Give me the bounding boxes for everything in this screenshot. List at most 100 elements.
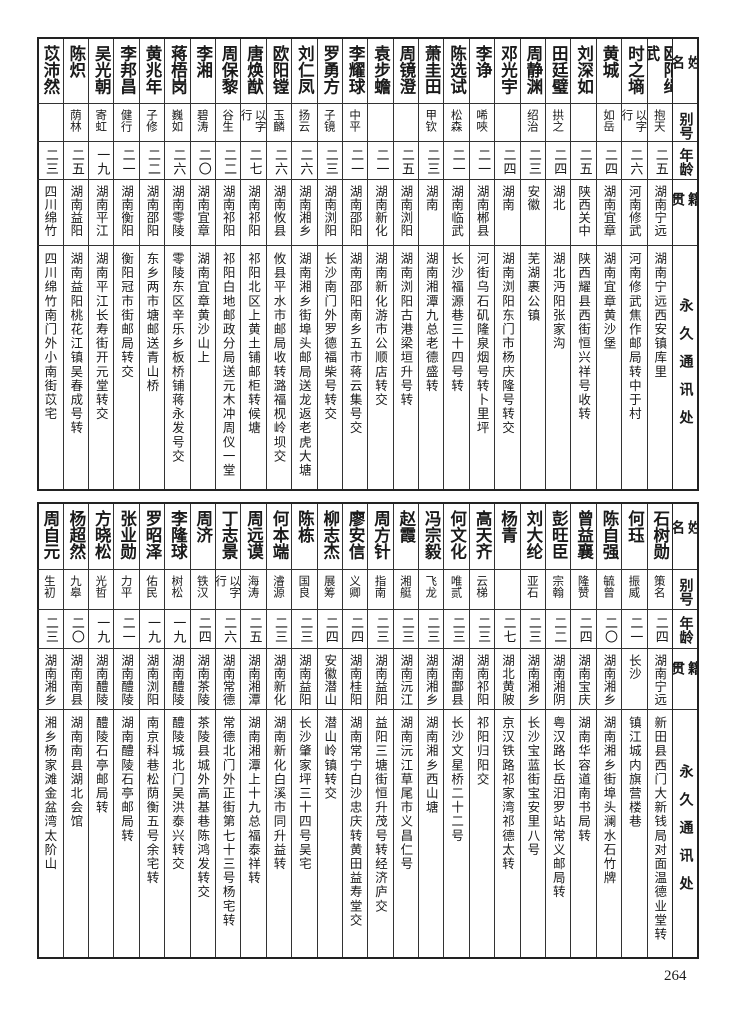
address-text: 祁阳北区上黄土铺邮柜转候塘 (246, 252, 262, 436)
person-record: 李湘 碧涛 二〇 湖南宜章 湖南宜章黄沙山上 (189, 39, 215, 489)
age-cell: 二三 (419, 142, 444, 180)
age-cell: 二四 (317, 610, 342, 649)
address-text: 东乡两市塘邮送青山桥 (144, 252, 160, 393)
address-text: 四川绵竹南门外小南街苡宅 (42, 252, 58, 422)
alias-cell: 生初 (37, 570, 63, 610)
age-cell: 二四 (596, 142, 622, 180)
name-text: 萧圭田 (422, 45, 442, 95)
origin-text: 湖南湘乡 (296, 185, 312, 237)
name-cell: 黄城 (596, 39, 622, 104)
person-record: 陈栋 国良 二三 湖南益阳 长沙肇家坪三十四号吴宅 (291, 504, 317, 957)
age-text: 二五 (246, 616, 262, 644)
alias-cell: 拱之 (546, 104, 571, 142)
name-cell: 罗勇方 (317, 39, 342, 104)
age-text: 二六 (297, 148, 313, 176)
alias-cell: 如岳 (596, 104, 622, 142)
origin-text: 湖南醴陵 (169, 654, 185, 706)
name-cell: 李湘 (190, 39, 215, 104)
address-cell: 祁阳归阳交 (470, 710, 494, 957)
name-cell: 李耀球 (342, 39, 368, 104)
age-text: 二一 (119, 148, 135, 176)
person-record: 周静渊 绍治 二三 安徽 芜湖裹公镇 (519, 39, 546, 489)
alias-text: 振威 (627, 575, 642, 598)
name-text: 冯宗毅 (422, 510, 442, 560)
address-cell: 湖南南县湖北会馆 (64, 710, 88, 957)
age-text: 二四 (348, 616, 364, 644)
address-cell: 茶陵县城外高基巷陈鸿发转交 (191, 710, 215, 957)
age-text: 二一 (627, 616, 643, 644)
person-record: 李隆球 树松 一九 湖南醴陵 醴陵城北门吴洪泰兴转交 (164, 504, 190, 957)
name-text: 何本端 (269, 510, 289, 560)
person-record: 周镜澄 二五 湖南浏阳 湖南浏阳古港梁垣升号转 (392, 39, 419, 489)
name-cell: 丁志景 (215, 504, 241, 570)
age-cell: 二四 (342, 610, 368, 649)
origin-text: 湖南湘乡 (42, 654, 58, 706)
origin-text: 湖南邵阳 (144, 185, 160, 237)
origin-text: 湖南邵阳 (347, 185, 363, 237)
origin-text: 湖南湘潭 (246, 654, 262, 706)
person-record: 周保黎 谷生 二二 湖南祁阳 祁阳白地邮政分局送元木冲周仪一堂 (214, 39, 241, 489)
address-cell: 湘乡杨家滩金盆湾太阶山 (37, 710, 62, 957)
name-cell: 田廷璧 (546, 39, 571, 104)
origin-cell: 湖南桂阳 (342, 649, 368, 710)
origin-cell: 湖南湘阴 (546, 649, 571, 710)
origin-cell: 湖南零陵 (165, 180, 190, 246)
alias-cell: 绍治 (520, 104, 546, 142)
age-text: 二一 (119, 616, 135, 644)
alias-cell (393, 104, 419, 142)
age-text: 二四 (576, 616, 592, 644)
address-cell: 潜山岭镇转交 (318, 710, 342, 957)
person-record: 陈选试 松森 二一 湖南临武 长沙福源巷三十四号转 (443, 39, 469, 489)
age-cell: 二一 (444, 142, 469, 180)
person-record: 廖安信 义卿 二四 湖南桂阳 湖南常宁白沙忠庆转黄田益寿堂交 (341, 504, 368, 957)
address-text: 南京科巷松荫衡五号余宅转 (144, 716, 160, 886)
origin-text: 湖南浏阳 (322, 185, 338, 237)
alias-cell: 展筹 (317, 570, 342, 610)
address-text: 湖南湘乡西山塘 (423, 716, 439, 815)
age-cell: 二〇 (596, 610, 622, 649)
age-text: 二五 (576, 148, 592, 176)
alias-cell: 毓曾 (596, 570, 622, 610)
name-text: 唐焕猷 (244, 45, 264, 95)
alias-cell: 力平 (114, 570, 139, 610)
name-text: 张业勋 (117, 510, 137, 560)
address-cell: 南京科巷松荫衡五号余宅转 (140, 710, 164, 957)
origin-text: 湖南 (423, 185, 439, 211)
person-record: 丁志景 以字行 二六 湖南常德 常德北门外正街第七十三号杨宅转 (214, 504, 241, 957)
origin-text: 湖南益阳 (68, 185, 84, 237)
origin-cell: 湖南沅江 (393, 649, 419, 710)
origin-cell: 湖南南县 (63, 649, 89, 710)
name-cell: 周方针 (368, 504, 393, 570)
age-cell: 一九 (89, 142, 114, 180)
address-cell: 湖南邵阳南乡五市蒋云集号交 (343, 246, 367, 489)
age-cell: 二二 (215, 142, 241, 180)
age-cell: 二三 (317, 142, 342, 180)
origin-cell: 湖南益阳 (63, 180, 89, 246)
age-text: 二三 (398, 616, 414, 644)
address-text: 长沙南门外罗德福柴号转交 (322, 252, 338, 422)
address-text: 常德北门外正街第七十三号杨宅转 (220, 716, 236, 928)
age-text: 二三 (271, 616, 287, 644)
origin-text: 湖南沅江 (398, 654, 414, 706)
name-text: 李诤 (473, 45, 493, 78)
alias-text: 隆赞 (576, 575, 591, 598)
address-cell: 长沙宝蓝街宝安里八号 (521, 710, 545, 957)
name-cell: 周镜澄 (393, 39, 419, 104)
origin-cell: 湖南祁阳 (469, 649, 495, 710)
name-cell: 彭旺臣 (546, 504, 571, 570)
address-text: 茶陵县城外高基巷陈鸿发转交 (195, 716, 211, 900)
age-cell: 二一 (342, 142, 368, 180)
name-cell: 陈栋 (292, 504, 317, 570)
age-text: 二三 (424, 148, 440, 176)
address-text: 湖南湘乡街埠头澜水石竹牌 (601, 716, 617, 886)
address-cell: 湖南醴陵石亭邮局转 (114, 710, 138, 957)
origin-text: 湖南酃县 (449, 654, 465, 706)
origin-text: 湖南临武 (449, 185, 465, 237)
age-cell: 二六 (215, 610, 241, 649)
name-text: 廖安信 (346, 510, 366, 560)
age-cell: 二四 (495, 142, 520, 180)
header-label-address: 永久通讯处 (677, 297, 694, 438)
address-text: 湖南湘潭九总老德盛转 (423, 252, 439, 393)
name-text: 杨超然 (66, 510, 86, 560)
origin-cell: 湖南宁远 (647, 649, 672, 710)
